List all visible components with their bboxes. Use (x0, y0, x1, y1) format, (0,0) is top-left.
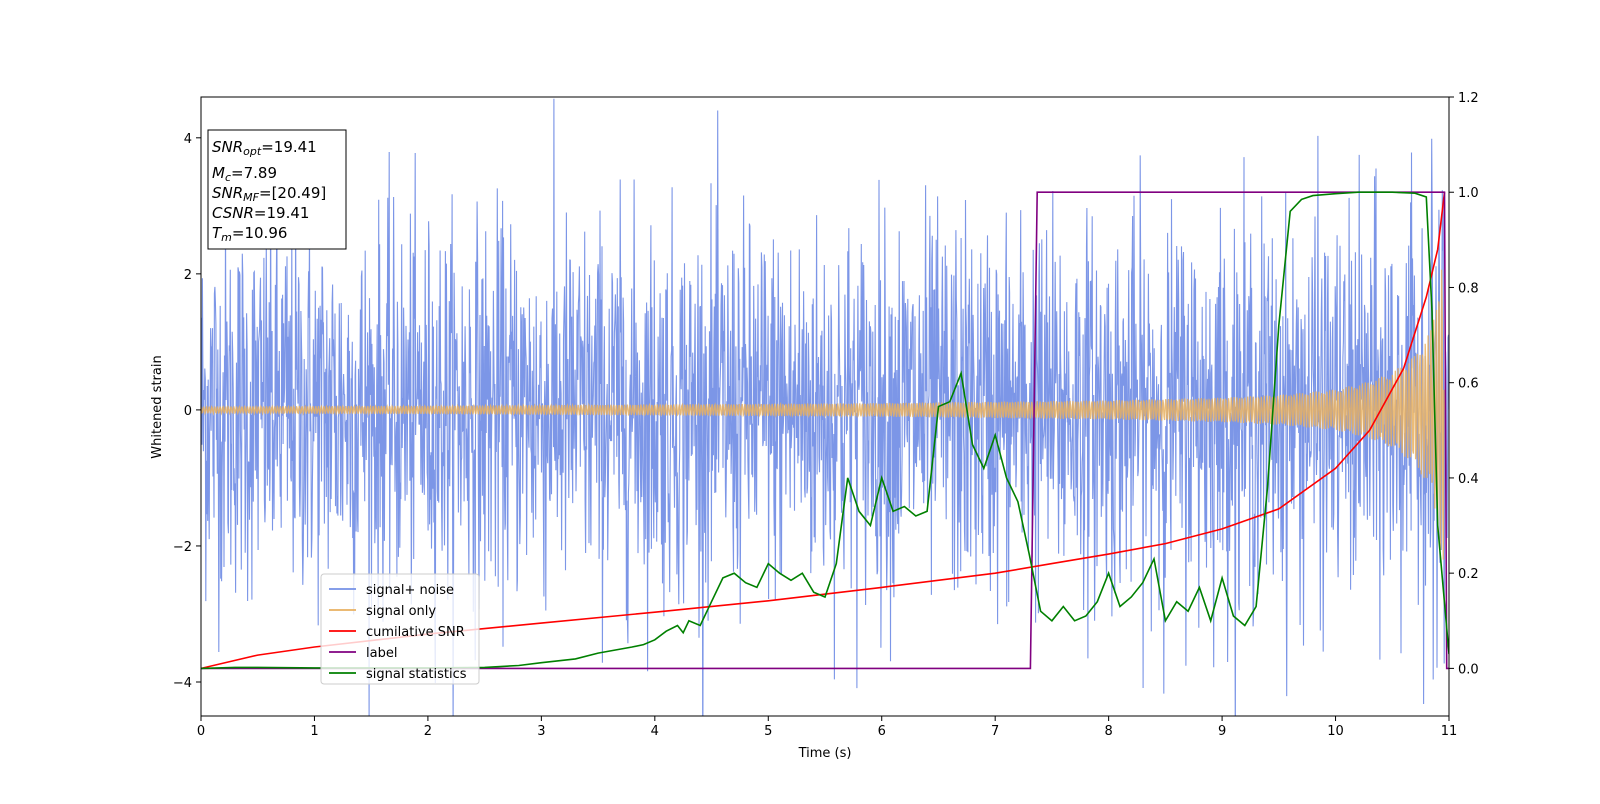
info-mc-base: M (212, 164, 225, 182)
x-tick-label: 11 (1441, 724, 1458, 739)
x-axis-label: Time (s) (798, 746, 852, 761)
legend-label-label: label (366, 646, 397, 661)
y2-tick-label: 0.0 (1458, 662, 1479, 677)
series-signal-only (201, 269, 1446, 560)
info-mc: Mc=7.89 (212, 164, 277, 184)
info-snr-opt-base: SNR (212, 138, 243, 156)
info-snr-opt-sub: opt (243, 145, 262, 158)
y2-tick-label: 0.4 (1458, 472, 1479, 487)
series-label (201, 191, 1449, 670)
x-tick-label: 3 (537, 724, 545, 739)
x-tick-label: 7 (991, 724, 999, 739)
info-snr-opt-value: =19.41 (261, 138, 317, 156)
x-tick-label: 5 (764, 724, 772, 739)
y-axis-label: Whitened strain (150, 355, 165, 458)
x-tick-label: 8 (1104, 724, 1112, 739)
x-axis-ticks: 0 1 2 3 4 5 6 7 8 9 10 11 (197, 716, 1457, 739)
info-snr-mf-sub: MF (243, 191, 259, 204)
x-tick-label: 1 (310, 724, 318, 739)
legend-label-signal-noise: signal+ noise (366, 583, 454, 598)
info-mc-sub: c (225, 171, 231, 184)
info-box-frame (207, 129, 347, 250)
x-tick-label: 4 (651, 724, 659, 739)
plot-frame (200, 96, 1450, 717)
info-csnr-base: CSNR (212, 204, 254, 222)
x-tick-label: 9 (1218, 724, 1226, 739)
info-mc-value: =7.89 (231, 164, 277, 182)
info-snr-opt: SNRopt=19.41 (212, 138, 317, 158)
x-tick-label: 0 (197, 724, 205, 739)
y2-tick-label: 0.8 (1458, 281, 1479, 296)
y2-tick-label: 1.2 (1458, 91, 1479, 106)
legend-items: signal+ noise signal only cumilative SNR la… (329, 583, 467, 682)
y2-tick-label: 0.2 (1458, 567, 1479, 582)
legend-frame (320, 573, 480, 685)
series-signal-statistics (201, 191, 1449, 670)
info-snr-mf-value: =[20.49] (259, 184, 326, 202)
x-tick-label: 10 (1327, 724, 1344, 739)
info-snr-mf-base: SNR (212, 184, 243, 202)
legend-label-signal-statistics: signal statistics (366, 667, 467, 682)
x-tick-label: 2 (424, 724, 432, 739)
legend-label-cumilative-snr: cumilative SNR (366, 625, 465, 640)
info-csnr-value: =19.41 (254, 204, 310, 222)
series-layer (201, 98, 1449, 716)
info-tm-base: T (212, 224, 223, 242)
info-tm-sub: m (221, 231, 232, 244)
x-tick-label: 6 (878, 724, 886, 739)
y2-axis-ticks: 0.0 0.2 0.4 0.6 0.8 1.0 1.2 (1449, 91, 1479, 677)
y-tick-label: −4 (173, 676, 192, 691)
y-tick-label: −2 (173, 540, 192, 555)
y-tick-label: 0 (184, 404, 192, 419)
y2-tick-label: 0.6 (1458, 377, 1479, 392)
info-tm: Tm=10.96 (212, 224, 287, 244)
y2-tick-label: 1.0 (1458, 186, 1479, 201)
info-csnr: CSNR=19.41 (212, 204, 309, 222)
legend-label-signal-only: signal only (366, 604, 436, 619)
legend: signal+ noise signal only cumilative SNR la… (320, 573, 480, 685)
y-tick-label: 4 (184, 132, 192, 147)
y-axis-ticks: −4 −2 0 2 4 (173, 132, 201, 691)
info-snr-mf: SNRMF=[20.49] (212, 184, 326, 204)
info-box: SNRopt=19.41 Mc=7.89 SNRMF=[20.49] CSNR=… (207, 129, 347, 250)
series-signal-noise (201, 98, 1449, 716)
info-tm-value: =10.96 (232, 224, 288, 242)
y-tick-label: 2 (184, 268, 192, 283)
